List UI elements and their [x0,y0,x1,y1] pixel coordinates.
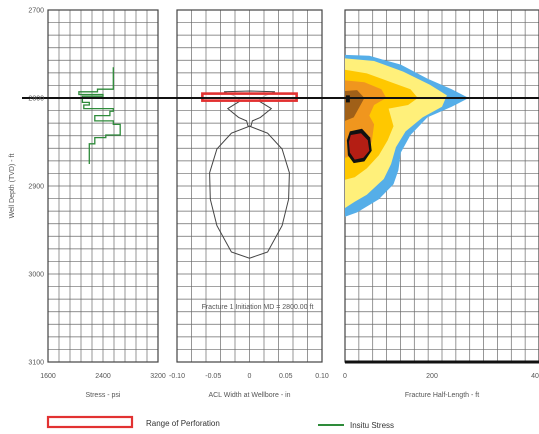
y-tick-label: 2900 [28,184,44,191]
x-tick-label: 2400 [95,373,111,380]
x-axis-label-stress: Stress - psi [85,392,120,399]
x-axis-label-fracture-half-length: Fracture Half-Length - ft [405,392,479,399]
x-tick-label: 200 [426,373,438,380]
x-tick-label: 0.10 [315,373,329,380]
panel-frame [47,9,159,363]
data-lines [22,67,539,259]
x-tick-label: -0.05 [205,373,221,380]
insitu-stress-line [78,67,121,164]
panel-2-grid [176,9,323,363]
acl-width-profile-2 [209,125,290,259]
x-tick-label: 1600 [40,373,56,380]
legend-label-range-of-perforation: Range of Perforation [146,419,220,428]
x-tick-label: 0 [248,373,252,380]
y-tick-label: 3000 [28,272,44,279]
y-tick-label: 2800 [28,96,44,103]
y-tick-label: 3100 [28,360,44,367]
y-axis-label: Well Depth (TVD) - ft [9,154,16,219]
fracture-contours [345,54,469,217]
axis-labels: 2700 2800 2900 3000 3100 1600 2400 3200 -0.10 -0.… [9,8,539,400]
x-tick-label: 40 [531,373,539,380]
x-tick-label: 0.05 [279,373,293,380]
x-tick-label: 0 [343,373,347,380]
y-tick-label: 2700 [28,8,44,15]
x-tick-label: 3200 [150,373,166,380]
fracture-initiation-annotation: Fracture 1 Initiation MD = 2800.00 ft [202,304,314,311]
legend-label-insitu-stress: Insitu Stress [350,421,394,430]
legend-swatch-range-of-perforation [46,415,134,429]
panel-grids [47,9,539,364]
x-axis-label-acl-width: ACL Width at Wellbore - in [208,392,290,399]
panel-frame [176,9,323,363]
fracture-contour-7 [348,133,370,160]
legend: Range of Perforation Insitu Stress [46,415,394,430]
x-tick-label: -0.10 [169,373,185,380]
panel-1-grid [47,9,159,363]
